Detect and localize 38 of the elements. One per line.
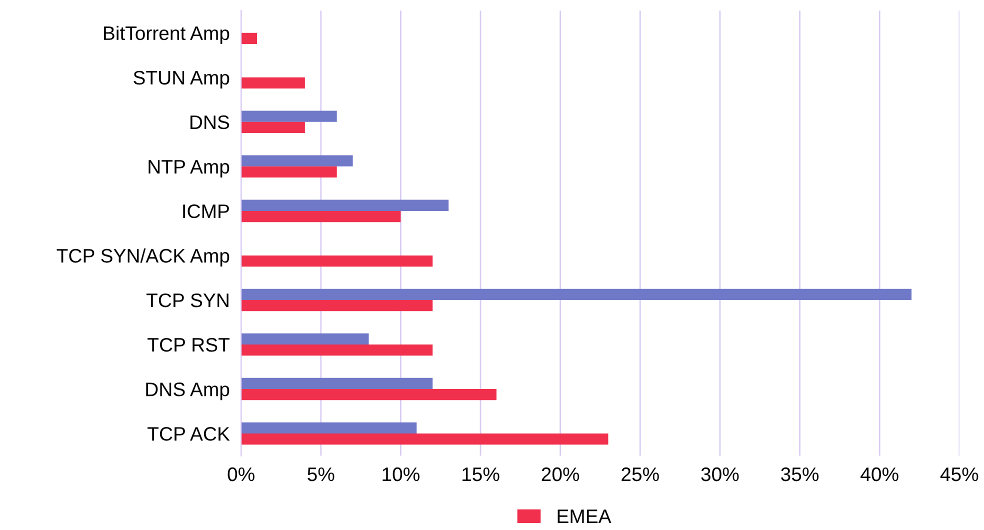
bar <box>241 422 417 434</box>
x-tick-label: 40% <box>860 467 898 482</box>
legend-label: EMEA <box>558 510 612 524</box>
x-tick-label: 5% <box>308 468 334 482</box>
y-tick-label: ICMP <box>183 204 229 218</box>
y-tick-label: TCP SYN <box>146 293 228 308</box>
bar <box>241 122 305 134</box>
bar <box>241 77 305 89</box>
y-tick-label: TCP SYN/ACK Amp <box>56 248 230 267</box>
x-tick-label: 20% <box>542 467 580 482</box>
bar <box>241 155 353 166</box>
x-tick-label: 15% <box>462 468 500 482</box>
x-tick-label: 30% <box>701 467 739 482</box>
y-tick-label: TCP RST <box>148 338 230 352</box>
x-tick-label: 25% <box>622 467 659 482</box>
bar <box>241 333 369 344</box>
bar <box>241 255 433 267</box>
x-tick-label: 35% <box>781 467 819 482</box>
bar <box>241 378 433 390</box>
bar <box>241 32 258 44</box>
x-tick-label: 10% <box>382 467 420 482</box>
bar <box>241 210 401 222</box>
y-tick-label: NTP Amp <box>148 160 230 178</box>
y-tick-label: DNS Amp <box>146 382 230 400</box>
x-tick-label: 0% <box>228 467 254 482</box>
y-tick-label: TCP ACK <box>148 427 230 441</box>
bar <box>241 434 608 445</box>
y-tick-label: STUN Amp <box>134 70 230 88</box>
y-tick-label: DNS <box>190 115 230 130</box>
bar <box>241 344 433 356</box>
bar <box>241 110 337 122</box>
bar <box>241 300 433 312</box>
bar <box>241 288 912 300</box>
bar <box>241 389 496 400</box>
x-tick-label: 45% <box>940 468 978 482</box>
bar <box>241 166 337 178</box>
bar <box>241 200 449 211</box>
y-tick-label: BitTorrent Amp <box>104 26 230 44</box>
